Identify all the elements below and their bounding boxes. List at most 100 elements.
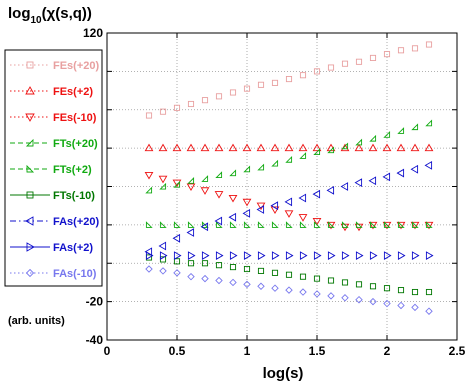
data-point — [145, 186, 153, 194]
data-point — [326, 221, 336, 230]
data-point — [341, 279, 349, 286]
data-point — [355, 58, 363, 65]
data-point — [26, 164, 35, 173]
data-point — [158, 143, 168, 152]
y-tick-label: -40 — [86, 333, 104, 347]
data-point — [411, 221, 419, 228]
data-point — [243, 165, 251, 173]
data-point — [397, 47, 405, 54]
data-point — [243, 265, 251, 273]
data-point — [411, 288, 419, 296]
data-point — [369, 54, 377, 61]
x-tick-label: 0.5 — [169, 344, 186, 358]
data-point — [200, 222, 209, 232]
legend-label: FTs(-10) — [53, 190, 95, 202]
data-point — [285, 271, 293, 278]
legend-label: FAs(-10) — [53, 268, 97, 280]
data-point — [313, 148, 321, 156]
data-point — [327, 277, 335, 284]
data-point — [242, 208, 251, 218]
data-point — [186, 183, 196, 191]
data-point — [341, 294, 349, 302]
data-point — [215, 171, 223, 179]
data-point — [298, 214, 308, 222]
series-FEs(+2) — [144, 143, 434, 152]
data-point — [327, 292, 335, 300]
data-point — [298, 193, 307, 203]
data-point — [229, 89, 237, 96]
data-point — [397, 287, 405, 294]
data-point — [299, 72, 307, 79]
data-point — [424, 143, 434, 152]
data-point — [159, 108, 167, 115]
data-point — [397, 251, 406, 260]
data-point — [312, 189, 321, 199]
data-point — [201, 251, 210, 260]
data-point — [285, 155, 293, 163]
y-axis-label: log10(χ(s,q)) — [8, 5, 92, 26]
data-point — [396, 143, 406, 152]
legend-entry: FEs(-10) — [10, 112, 97, 124]
data-point — [396, 168, 405, 178]
data-point — [187, 100, 195, 108]
data-point — [145, 112, 153, 119]
series-FTs(+2) — [145, 221, 433, 228]
data-point — [285, 221, 293, 228]
data-point — [159, 182, 167, 190]
gridlines — [107, 33, 457, 340]
data-point — [369, 221, 377, 228]
axis-ticks: 0 0.5 1 1.5 2 2.5 -40 -20 120 — [83, 26, 465, 358]
data-point — [284, 143, 294, 152]
data-point — [382, 143, 392, 152]
data-point — [257, 282, 265, 291]
data-point — [228, 212, 237, 222]
data-point — [214, 191, 224, 199]
y-tick-label: 120 — [83, 26, 103, 40]
data-point — [341, 251, 350, 260]
data-point — [327, 64, 335, 71]
data-point — [355, 221, 363, 228]
data-point — [26, 61, 34, 69]
data-point — [425, 288, 433, 296]
data-point — [228, 194, 238, 203]
data-point — [299, 273, 307, 280]
legend-entry: FAs(+20) — [10, 216, 99, 228]
data-point — [284, 197, 293, 207]
data-point — [158, 241, 167, 251]
data-point — [26, 191, 34, 199]
legend-label: FEs(+20) — [53, 60, 99, 72]
data-series — [144, 41, 434, 315]
data-point — [271, 159, 279, 167]
data-point — [425, 251, 434, 260]
data-point — [382, 172, 391, 182]
data-point — [159, 267, 167, 275]
data-point — [145, 251, 154, 260]
data-point — [271, 284, 279, 292]
x-tick-label: 2 — [384, 344, 391, 358]
data-point — [298, 143, 308, 152]
data-point — [257, 221, 265, 228]
data-point — [173, 258, 181, 265]
data-point — [243, 85, 251, 92]
data-point — [257, 81, 265, 88]
data-point — [327, 221, 335, 228]
data-point — [299, 288, 307, 296]
data-point — [145, 265, 153, 273]
data-point — [201, 175, 209, 182]
data-point — [145, 221, 153, 228]
data-point — [313, 275, 321, 282]
data-point — [173, 104, 181, 111]
data-point — [215, 93, 223, 100]
data-point — [299, 251, 308, 260]
legend-entry: FTs(-10) — [10, 190, 95, 202]
data-point — [369, 251, 378, 260]
data-point — [187, 260, 195, 267]
data-point — [284, 210, 294, 218]
data-point — [383, 51, 391, 58]
data-point — [424, 221, 434, 230]
legend-entry: FEs(+2) — [10, 86, 93, 98]
data-point — [425, 41, 433, 48]
data-point — [285, 75, 293, 83]
data-point — [270, 143, 280, 152]
data-point — [383, 299, 391, 308]
